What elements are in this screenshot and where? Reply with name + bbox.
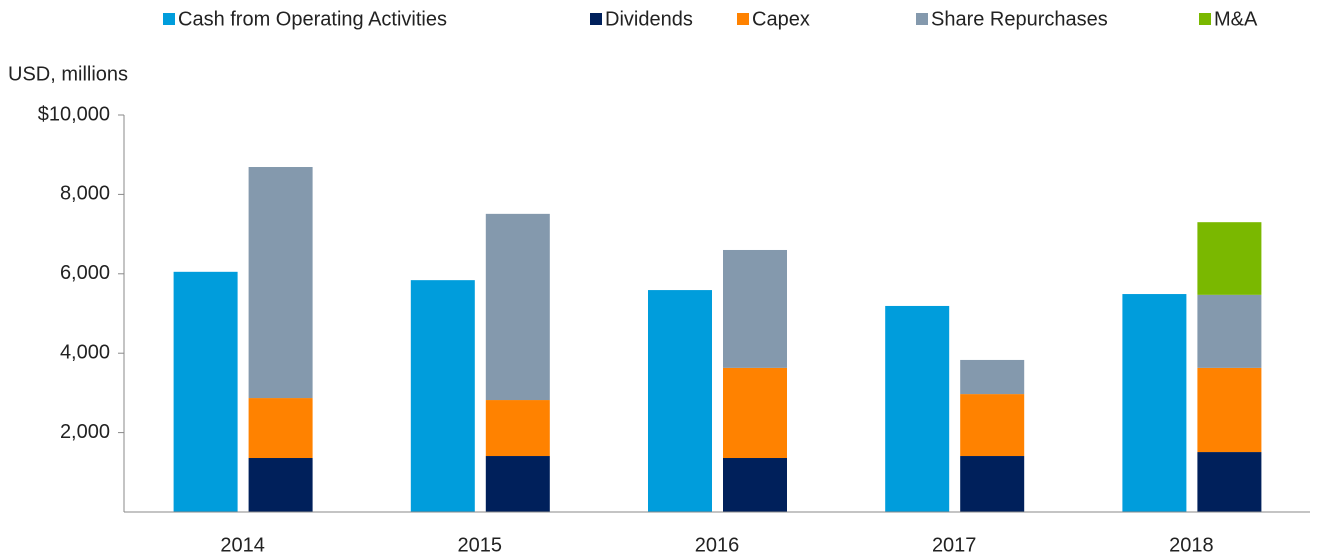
bar-segment	[1197, 222, 1262, 295]
bar-segment	[960, 394, 1025, 457]
bar-segment	[960, 456, 1025, 512]
legend-swatch	[590, 13, 602, 25]
y-tick-label: 6,000	[60, 262, 110, 284]
bar	[410, 280, 475, 512]
legend-label: Share Repurchases	[931, 8, 1108, 30]
bar-segment	[1197, 294, 1262, 368]
bar-segment	[723, 367, 787, 459]
legend-label: M&A	[1214, 8, 1258, 30]
bar	[1122, 294, 1187, 512]
bar-segment	[248, 458, 313, 512]
bar-segment	[485, 400, 550, 457]
legend-swatch	[163, 13, 175, 25]
legend-label: Dividends	[605, 8, 693, 30]
y-axis-label: USD, millions	[8, 63, 128, 85]
y-tick-label: 8,000	[60, 183, 110, 205]
y-tick-label: $10,000	[38, 103, 110, 125]
legend-swatch	[737, 13, 749, 25]
legend-label: Cash from Operating Activities	[178, 8, 447, 30]
bar	[648, 290, 712, 512]
x-tick-label: 2014	[220, 534, 265, 556]
y-tick-label: 4,000	[60, 341, 110, 363]
bar-segment	[248, 167, 313, 399]
legend-label: Capex	[752, 8, 810, 30]
bar-segment	[723, 249, 787, 368]
bar-segment	[248, 398, 313, 459]
x-tick-label: 2018	[1169, 534, 1214, 556]
x-tick-label: 2017	[932, 534, 977, 556]
bar	[173, 271, 238, 512]
legend-swatch	[916, 13, 928, 25]
bar	[885, 305, 950, 512]
bar-segment	[960, 359, 1025, 395]
bar-segment	[723, 458, 787, 512]
bar-segment	[1197, 367, 1262, 453]
bar-segment	[1197, 452, 1262, 512]
bar-segment	[485, 456, 550, 512]
x-tick-label: 2015	[458, 534, 503, 556]
x-tick-label: 2016	[695, 534, 740, 556]
bar-segment	[485, 213, 550, 401]
legend-swatch	[1199, 13, 1211, 25]
y-tick-label: 2,000	[60, 421, 110, 443]
